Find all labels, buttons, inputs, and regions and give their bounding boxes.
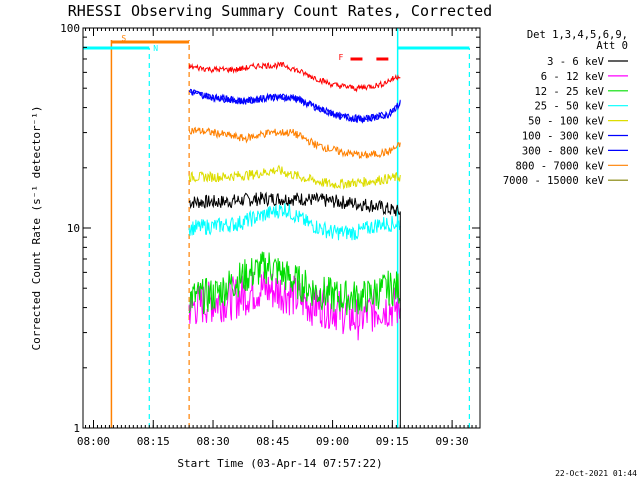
legend: Det 1,3,4,5,6,9,Att 0 3 - 6 keV 6 - 12 keV… [503,29,628,187]
axes: 08:00 08:15 08:30 08:45 09:00 09:15 09:30 1 10 10… [60,22,481,448]
y-tick-label-2: 100 [60,22,80,35]
x-tick-label-6: 09:30 [436,435,469,448]
x-tick-label-5: 09:15 [376,435,409,448]
x-tick-label-1: 08:15 [137,435,170,448]
series-line-4 [188,164,401,190]
y-axis-label: Corrected Count Rate (s⁻¹ detector⁻¹) [30,105,43,350]
legend-header-1: Att 0 [596,40,628,52]
series-line-7 [188,126,401,159]
x-tick-label-3: 08:45 [256,435,289,448]
series-line-8 [188,61,401,93]
legend-label-2: 12 - 25 keV [534,86,604,98]
y-tick-label-1: 10 [67,222,80,235]
y-tick-label-0: 1 [73,422,80,435]
x-tick-label-4: 09:00 [316,435,349,448]
legend-label-7: 800 - 7000 keV [515,160,604,172]
series-line-0 [188,191,401,217]
n-marker-label: N [153,44,158,53]
series-line-6 [188,89,401,124]
legend-label-4: 50 - 100 keV [528,116,605,128]
legend-label-8: 7000 - 15000 keV [503,175,605,187]
legend-label-0: 3 - 6 keV [547,56,605,68]
x-tick-label-0: 08:00 [77,435,110,448]
series-line-2 [188,251,401,316]
event-markers: S N F [83,28,470,428]
legend-header-0: Det 1,3,4,5,6,9, [527,29,628,41]
f-marker-label: F [339,53,344,62]
legend-label-1: 6 - 12 keV [541,71,605,83]
legend-label-5: 100 - 300 keV [522,131,605,143]
legend-label-3: 25 - 50 keV [534,101,604,113]
legend-label-6: 300 - 800 keV [522,145,605,157]
x-tick-label-2: 08:30 [196,435,229,448]
chart-title: RHESSI Observing Summary Count Rates, Co… [68,2,492,20]
date-stamp: 22-Oct-2021 01:44 [555,469,637,478]
series-line-3 [188,203,401,241]
series-layer [188,61,401,428]
x-axis-label: Start Time (03-Apr-14 07:57:22) [177,457,382,470]
s-marker-label: S [121,34,126,43]
